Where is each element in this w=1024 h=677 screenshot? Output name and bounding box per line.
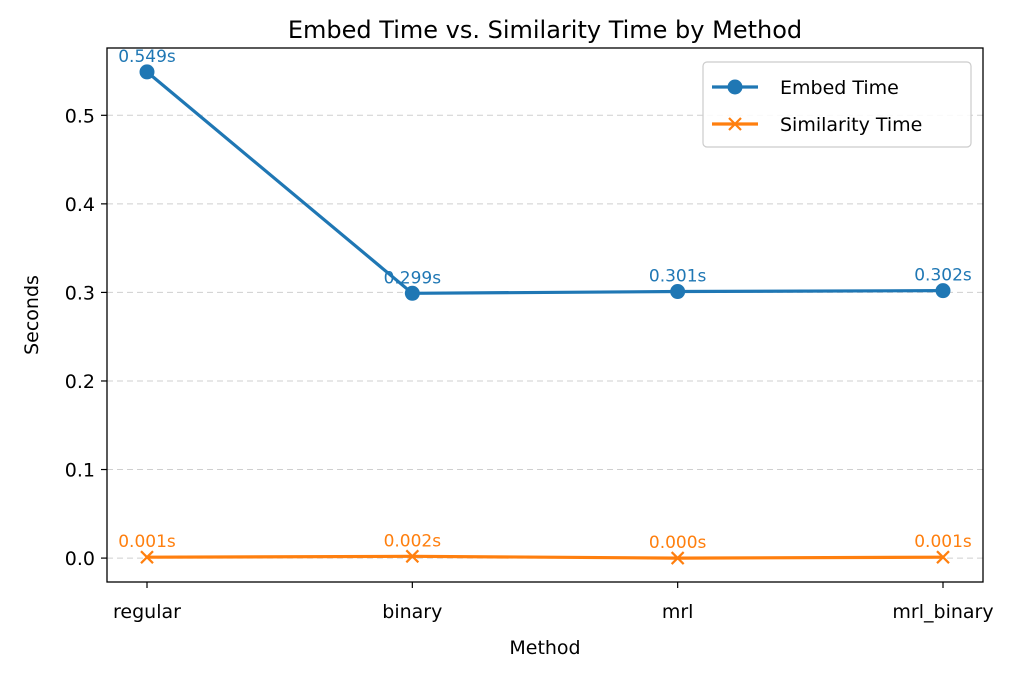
series-layer: 0.549s 0.299s 0.301s 0.302s 0.001s 0.002s 0.00… xyxy=(118,47,972,565)
embed-time-data-label: 0.302s xyxy=(914,266,972,286)
similarity-time-line xyxy=(146,554,944,560)
legend-embed-marker xyxy=(727,79,743,95)
plot-area-frame xyxy=(106,47,984,583)
embed-time-point xyxy=(670,284,686,300)
embed-time-point xyxy=(935,283,951,299)
legend-frame xyxy=(702,61,972,148)
embed-time-data-label: 0.549s xyxy=(118,47,176,67)
x-tick-label: binary xyxy=(382,601,442,623)
legend-similarity-label: Similarity Time xyxy=(780,114,922,136)
embed-time-line xyxy=(145,70,944,295)
grid-lines xyxy=(107,114,983,559)
y-axis-label: Seconds xyxy=(21,275,43,355)
x-axis-label: Method xyxy=(509,637,580,659)
y-tick-label: 0.2 xyxy=(65,371,95,393)
y-tick-label: 0.5 xyxy=(65,105,95,127)
legend-embed-label: Embed Time xyxy=(780,77,899,99)
similarity-time-data-label: 0.001s xyxy=(914,532,972,552)
similarity-time-data-label: 0.002s xyxy=(384,531,442,551)
x-axis-ticks: regular binary mrl mrl_binary xyxy=(113,582,994,623)
similarity-time-point xyxy=(936,550,950,564)
similarity-time-point xyxy=(670,551,685,565)
x-tick-label: mrl xyxy=(662,601,694,623)
similarity-time-point-stroke-b xyxy=(670,551,685,565)
chart-title: Embed Time vs. Similarity Time by Method xyxy=(288,16,802,44)
similarity-time-point-stroke-b xyxy=(405,549,420,564)
x-tick-label: regular xyxy=(113,601,181,623)
embed-time-point xyxy=(404,285,420,301)
y-tick-label: 0.0 xyxy=(65,548,95,570)
y-axis-ticks: 0.0 0.1 0.2 0.3 0.4 0.5 xyxy=(65,105,107,570)
legend-x-marker-stroke-b xyxy=(728,117,742,131)
similarity-time-data-label: 0.001s xyxy=(118,532,176,552)
similarity-time-point xyxy=(405,549,420,564)
x-tick-label: mrl_binary xyxy=(892,601,993,623)
embed-time-data-label: 0.301s xyxy=(649,267,707,287)
y-tick-label: 0.4 xyxy=(65,194,95,216)
similarity-time-data-label: 0.000s xyxy=(649,533,707,553)
similarity-time-point-stroke-b xyxy=(936,550,950,564)
embed-time-point xyxy=(139,64,155,80)
y-tick-label: 0.3 xyxy=(65,282,95,304)
similarity-time-point-stroke-b xyxy=(140,550,154,564)
legend-similarity-marker xyxy=(728,117,742,131)
similarity-time-point xyxy=(140,550,154,564)
y-tick-label: 0.1 xyxy=(65,460,95,482)
embed-time-data-label: 0.299s xyxy=(384,268,442,288)
legend-x-marker xyxy=(728,117,742,131)
legend: Embed Time Similarity Time xyxy=(702,61,972,148)
